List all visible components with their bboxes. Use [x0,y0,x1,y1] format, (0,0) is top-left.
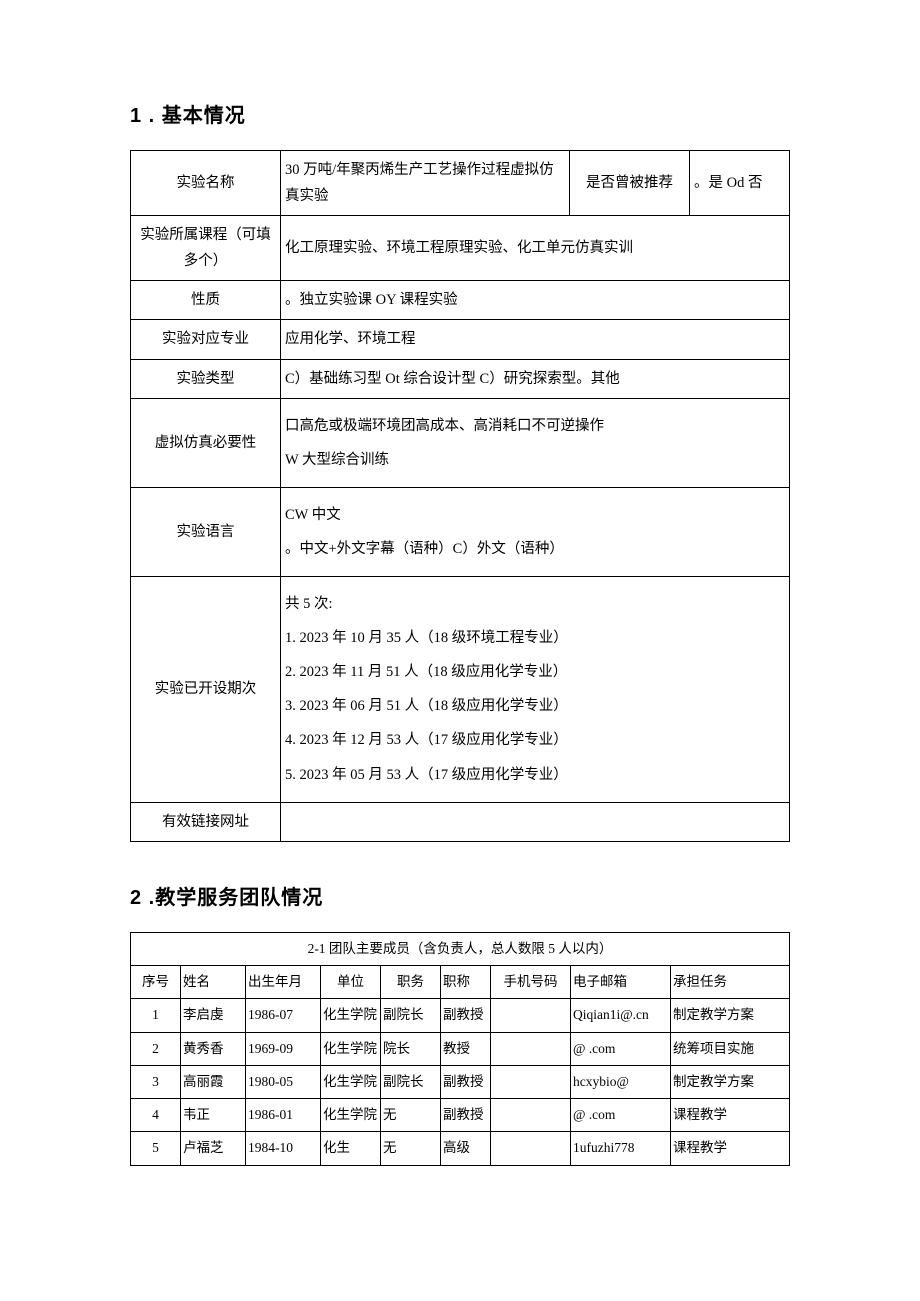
cell-task: 课程教学 [671,1132,790,1165]
cell-unit: 化生学院 [321,1032,381,1065]
table-row: 5 卢福芝 1984-10 化生 无 高级 1ufuzhi778 课程教学 [131,1132,790,1165]
table-row: 3 高丽霞 1980-05 化生学院 副院长 副教授 hcxybio@ 制定教学… [131,1065,790,1098]
major-label: 实验对应专业 [131,320,281,359]
cell-idx: 2 [131,1032,181,1065]
cell-task: 制定教学方案 [671,1065,790,1098]
cell-post: 副院长 [381,999,441,1032]
major-value: 应用化学、环境工程 [281,320,790,359]
col-title: 职称 [441,965,491,998]
session-item: 5. 2023 年 05 月 53 人（17 级应用化学专业） [285,762,785,788]
cell-title: 教授 [441,1032,491,1065]
cell-phone [491,1132,571,1165]
cell-email: hcxybio@ [571,1065,671,1098]
cell-unit: 化生学院 [321,999,381,1032]
cell-idx: 4 [131,1099,181,1132]
cell-phone [491,1032,571,1065]
necessity-label: 虚拟仿真必要性 [131,398,281,487]
name-value: 30 万吨/年聚丙烯生产工艺操作过程虚拟仿真实验 [281,151,570,216]
name-label: 实验名称 [131,151,281,216]
session-item: 2. 2023 年 11 月 51 人（18 级应用化学专业） [285,659,785,685]
cell-idx: 1 [131,999,181,1032]
cell-birth: 1980-05 [246,1065,321,1098]
cell-name: 黄秀香 [181,1032,246,1065]
link-label: 有效链接网址 [131,802,281,841]
cell-birth: 1984-10 [246,1132,321,1165]
table-row: 4 韦正 1986-01 化生学院 无 副教授 @ .com 课程教学 [131,1099,790,1132]
cell-birth: 1986-01 [246,1099,321,1132]
nature-value: 。独立实验课 OY 课程实验 [281,281,790,320]
cell-name: 李启虔 [181,999,246,1032]
cell-title: 副教授 [441,1065,491,1098]
cell-task: 制定教学方案 [671,999,790,1032]
col-phone: 手机号码 [491,965,571,998]
lang-value: CW 中文 。中文+外文字幕（语种）C）外文（语种） [281,487,790,576]
cell-idx: 3 [131,1065,181,1098]
course-label: 实验所属课程（可填多个） [131,216,281,281]
recommended-label: 是否曾被推荐 [570,151,690,216]
cell-phone [491,1065,571,1098]
type-value: C）基础练习型 Ot 综合设计型 C）研究探索型。其他 [281,359,790,398]
cell-unit: 化生学院 [321,1065,381,1098]
cell-post: 院长 [381,1032,441,1065]
cell-task: 统筹项目实施 [671,1032,790,1065]
cell-birth: 1969-09 [246,1032,321,1065]
col-post: 职务 [381,965,441,998]
recommended-value: 。是 Od 否 [690,151,790,216]
cell-phone [491,999,571,1032]
col-idx: 序号 [131,965,181,998]
session-item: 3. 2023 年 06 月 51 人（18 级应用化学专业） [285,693,785,719]
necessity-line1: 口高危或极端环境团高成本、高消耗口不可逆操作 [285,413,785,439]
cell-post: 副院长 [381,1065,441,1098]
basic-info-table: 实验名称 30 万吨/年聚丙烯生产工艺操作过程虚拟仿真实验 是否曾被推荐 。是 … [130,150,790,842]
cell-name: 卢福芝 [181,1132,246,1165]
cell-email: @ .com [571,1099,671,1132]
cell-title: 副教授 [441,999,491,1032]
sessions-value: 共 5 次: 1. 2023 年 10 月 35 人（18 级环境工程专业） 2… [281,577,790,803]
col-task: 承担任务 [671,965,790,998]
cell-email: Qiqian1i@.cn [571,999,671,1032]
col-birth: 出生年月 [246,965,321,998]
session-item: 1. 2023 年 10 月 35 人（18 级环境工程专业） [285,625,785,651]
cell-birth: 1986-07 [246,999,321,1032]
table-row: 2 黄秀香 1969-09 化生学院 院长 教授 @ .com 统筹项目实施 [131,1032,790,1065]
team-subtitle: 2-1 团队主要成员（含负责人，总人数限 5 人以内） [131,932,790,965]
cell-phone [491,1099,571,1132]
cell-post: 无 [381,1132,441,1165]
nature-label: 性质 [131,281,281,320]
section2-heading: 2 .教学服务团队情况 [130,882,790,914]
cell-post: 无 [381,1099,441,1132]
sessions-intro: 共 5 次: [285,591,785,617]
cell-title: 高级 [441,1132,491,1165]
cell-name: 高丽霞 [181,1065,246,1098]
col-unit: 单位 [321,965,381,998]
cell-email: 1ufuzhi778 [571,1132,671,1165]
cell-title: 副教授 [441,1099,491,1132]
cell-unit: 化生学院 [321,1099,381,1132]
cell-idx: 5 [131,1132,181,1165]
lang-line1: CW 中文 [285,502,785,528]
cell-email: @ .com [571,1032,671,1065]
necessity-line2: W 大型综合训练 [285,447,785,473]
table-row: 1 李启虔 1986-07 化生学院 副院长 副教授 Qiqian1i@.cn … [131,999,790,1032]
session-item: 4. 2023 年 12 月 53 人（17 级应用化学专业） [285,727,785,753]
lang-label: 实验语言 [131,487,281,576]
cell-name: 韦正 [181,1099,246,1132]
cell-task: 课程教学 [671,1099,790,1132]
course-value: 化工原理实验、环境工程原理实验、化工单元仿真实训 [281,216,790,281]
sessions-label: 实验已开设期次 [131,577,281,803]
link-value [281,802,790,841]
col-name: 姓名 [181,965,246,998]
lang-line2: 。中文+外文字幕（语种）C）外文（语种） [285,536,785,562]
team-table: 2-1 团队主要成员（含负责人，总人数限 5 人以内） 序号 姓名 出生年月 单… [130,932,790,1166]
type-label: 实验类型 [131,359,281,398]
cell-unit: 化生 [321,1132,381,1165]
col-email: 电子邮箱 [571,965,671,998]
necessity-value: 口高危或极端环境团高成本、高消耗口不可逆操作 W 大型综合训练 [281,398,790,487]
section1-heading: 1 . 基本情况 [130,100,790,132]
